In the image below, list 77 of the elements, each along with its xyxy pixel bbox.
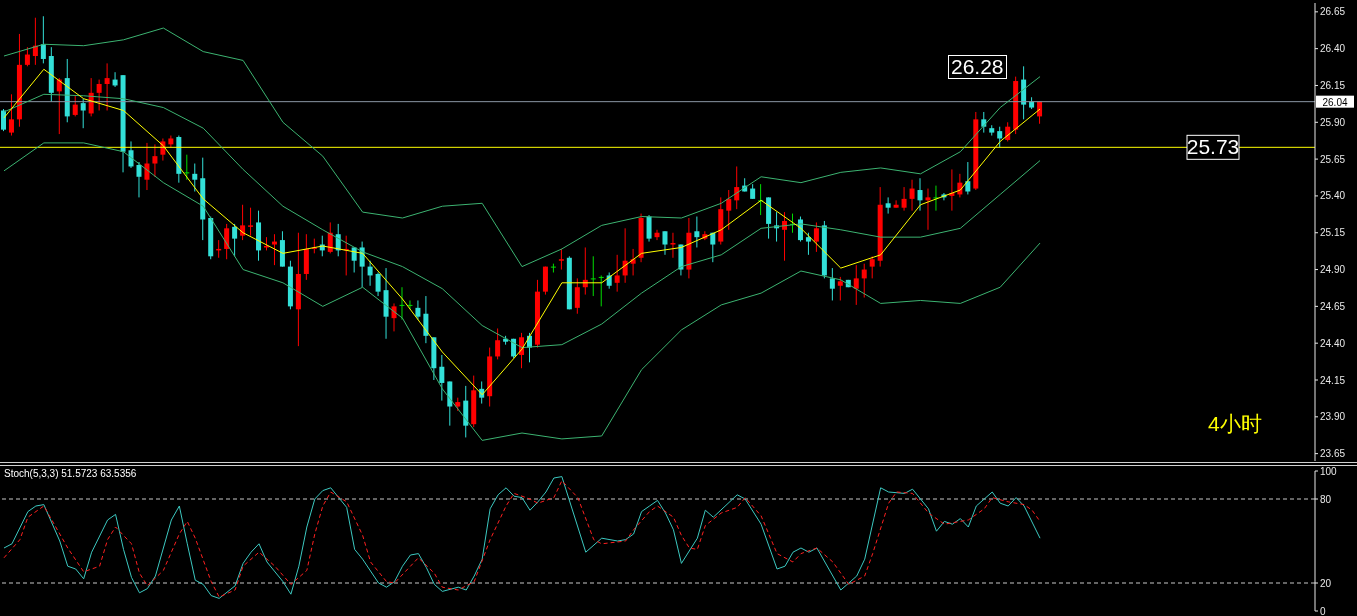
candlestick bbox=[399, 286, 405, 321]
candlestick bbox=[861, 263, 867, 299]
y-tick-label: 24.90 bbox=[1320, 264, 1346, 276]
candlestick bbox=[813, 221, 819, 253]
candlestick bbox=[1, 108, 6, 132]
ref-line-label: 25.73 bbox=[1186, 135, 1240, 159]
candlestick bbox=[375, 272, 381, 297]
annotation: 4小时 bbox=[1208, 412, 1262, 435]
candlestick bbox=[104, 62, 110, 111]
y-tick-label: 0 bbox=[1320, 605, 1326, 616]
candlestick bbox=[646, 214, 652, 243]
candlestick bbox=[136, 161, 142, 198]
candlestick bbox=[232, 223, 238, 257]
candlestick bbox=[933, 185, 939, 212]
y-tick-label: 26.65 bbox=[1320, 6, 1346, 18]
candlestick bbox=[152, 143, 158, 178]
line-series bbox=[3, 142, 1041, 441]
y-tick-label: 25.40 bbox=[1320, 190, 1346, 202]
candlestick bbox=[271, 233, 277, 266]
candlestick bbox=[694, 216, 700, 248]
y-tick-label: 23.65 bbox=[1320, 448, 1346, 460]
candlestick bbox=[590, 255, 596, 297]
candlestick bbox=[367, 260, 373, 287]
candlestick bbox=[96, 79, 102, 111]
candlestick bbox=[248, 207, 254, 237]
candlestick bbox=[837, 276, 843, 301]
annotation: 26.28 bbox=[948, 55, 1007, 79]
candlestick bbox=[558, 248, 564, 271]
y-tick-label: 25.90 bbox=[1320, 116, 1346, 128]
candlestick bbox=[574, 277, 580, 315]
y-tick-label: 24.15 bbox=[1320, 374, 1346, 386]
candlestick bbox=[805, 232, 811, 256]
y-tick-label: 26.40 bbox=[1320, 43, 1346, 55]
candlestick bbox=[710, 232, 716, 263]
y-tick-label: 100 bbox=[1320, 465, 1338, 477]
candlestick bbox=[8, 93, 14, 137]
y-tick-label: 26.15 bbox=[1320, 80, 1346, 92]
y-tick-label: 24.65 bbox=[1320, 300, 1346, 312]
candlestick bbox=[415, 299, 421, 321]
candlestick bbox=[901, 186, 907, 212]
candlestick bbox=[240, 204, 246, 241]
candlestick bbox=[925, 188, 931, 231]
candlestick bbox=[726, 189, 732, 231]
y-tick-label: 80 bbox=[1320, 493, 1332, 505]
candlestick bbox=[72, 95, 78, 117]
candlestick bbox=[654, 229, 660, 241]
candlestick bbox=[224, 223, 230, 260]
candlestick bbox=[829, 267, 835, 301]
y-tick-label: 25.65 bbox=[1320, 153, 1346, 165]
candlestick bbox=[630, 248, 636, 276]
candlestick bbox=[869, 255, 875, 279]
candlestick bbox=[423, 295, 429, 344]
candlestick bbox=[662, 230, 668, 256]
candlestick bbox=[853, 264, 859, 306]
y-tick-label: 24.40 bbox=[1320, 337, 1346, 349]
candlestick bbox=[965, 161, 971, 195]
candlestick bbox=[893, 199, 899, 209]
y-tick-label: 20 bbox=[1320, 577, 1332, 589]
candlestick bbox=[184, 154, 190, 181]
candlestick bbox=[598, 274, 604, 307]
line-series bbox=[3, 27, 1041, 268]
candlestick bbox=[917, 177, 923, 212]
candlestick bbox=[997, 126, 1003, 148]
candlestick bbox=[495, 327, 501, 360]
candlestick bbox=[909, 179, 915, 212]
y-tick-label: 23.90 bbox=[1320, 411, 1346, 423]
candlestick bbox=[24, 46, 30, 67]
candlestick bbox=[192, 163, 198, 192]
chart-title: Stoch(5,3,3) 51.5723 63.5356 bbox=[4, 468, 137, 479]
candlestick bbox=[80, 98, 86, 129]
candlestick bbox=[614, 254, 620, 293]
candlestick bbox=[439, 354, 445, 402]
ref-line-label: 26.04 bbox=[1322, 96, 1348, 108]
candlestick bbox=[670, 232, 676, 259]
candlestick bbox=[40, 15, 46, 64]
y-tick-label: 25.15 bbox=[1320, 227, 1346, 239]
candlestick bbox=[885, 196, 891, 215]
